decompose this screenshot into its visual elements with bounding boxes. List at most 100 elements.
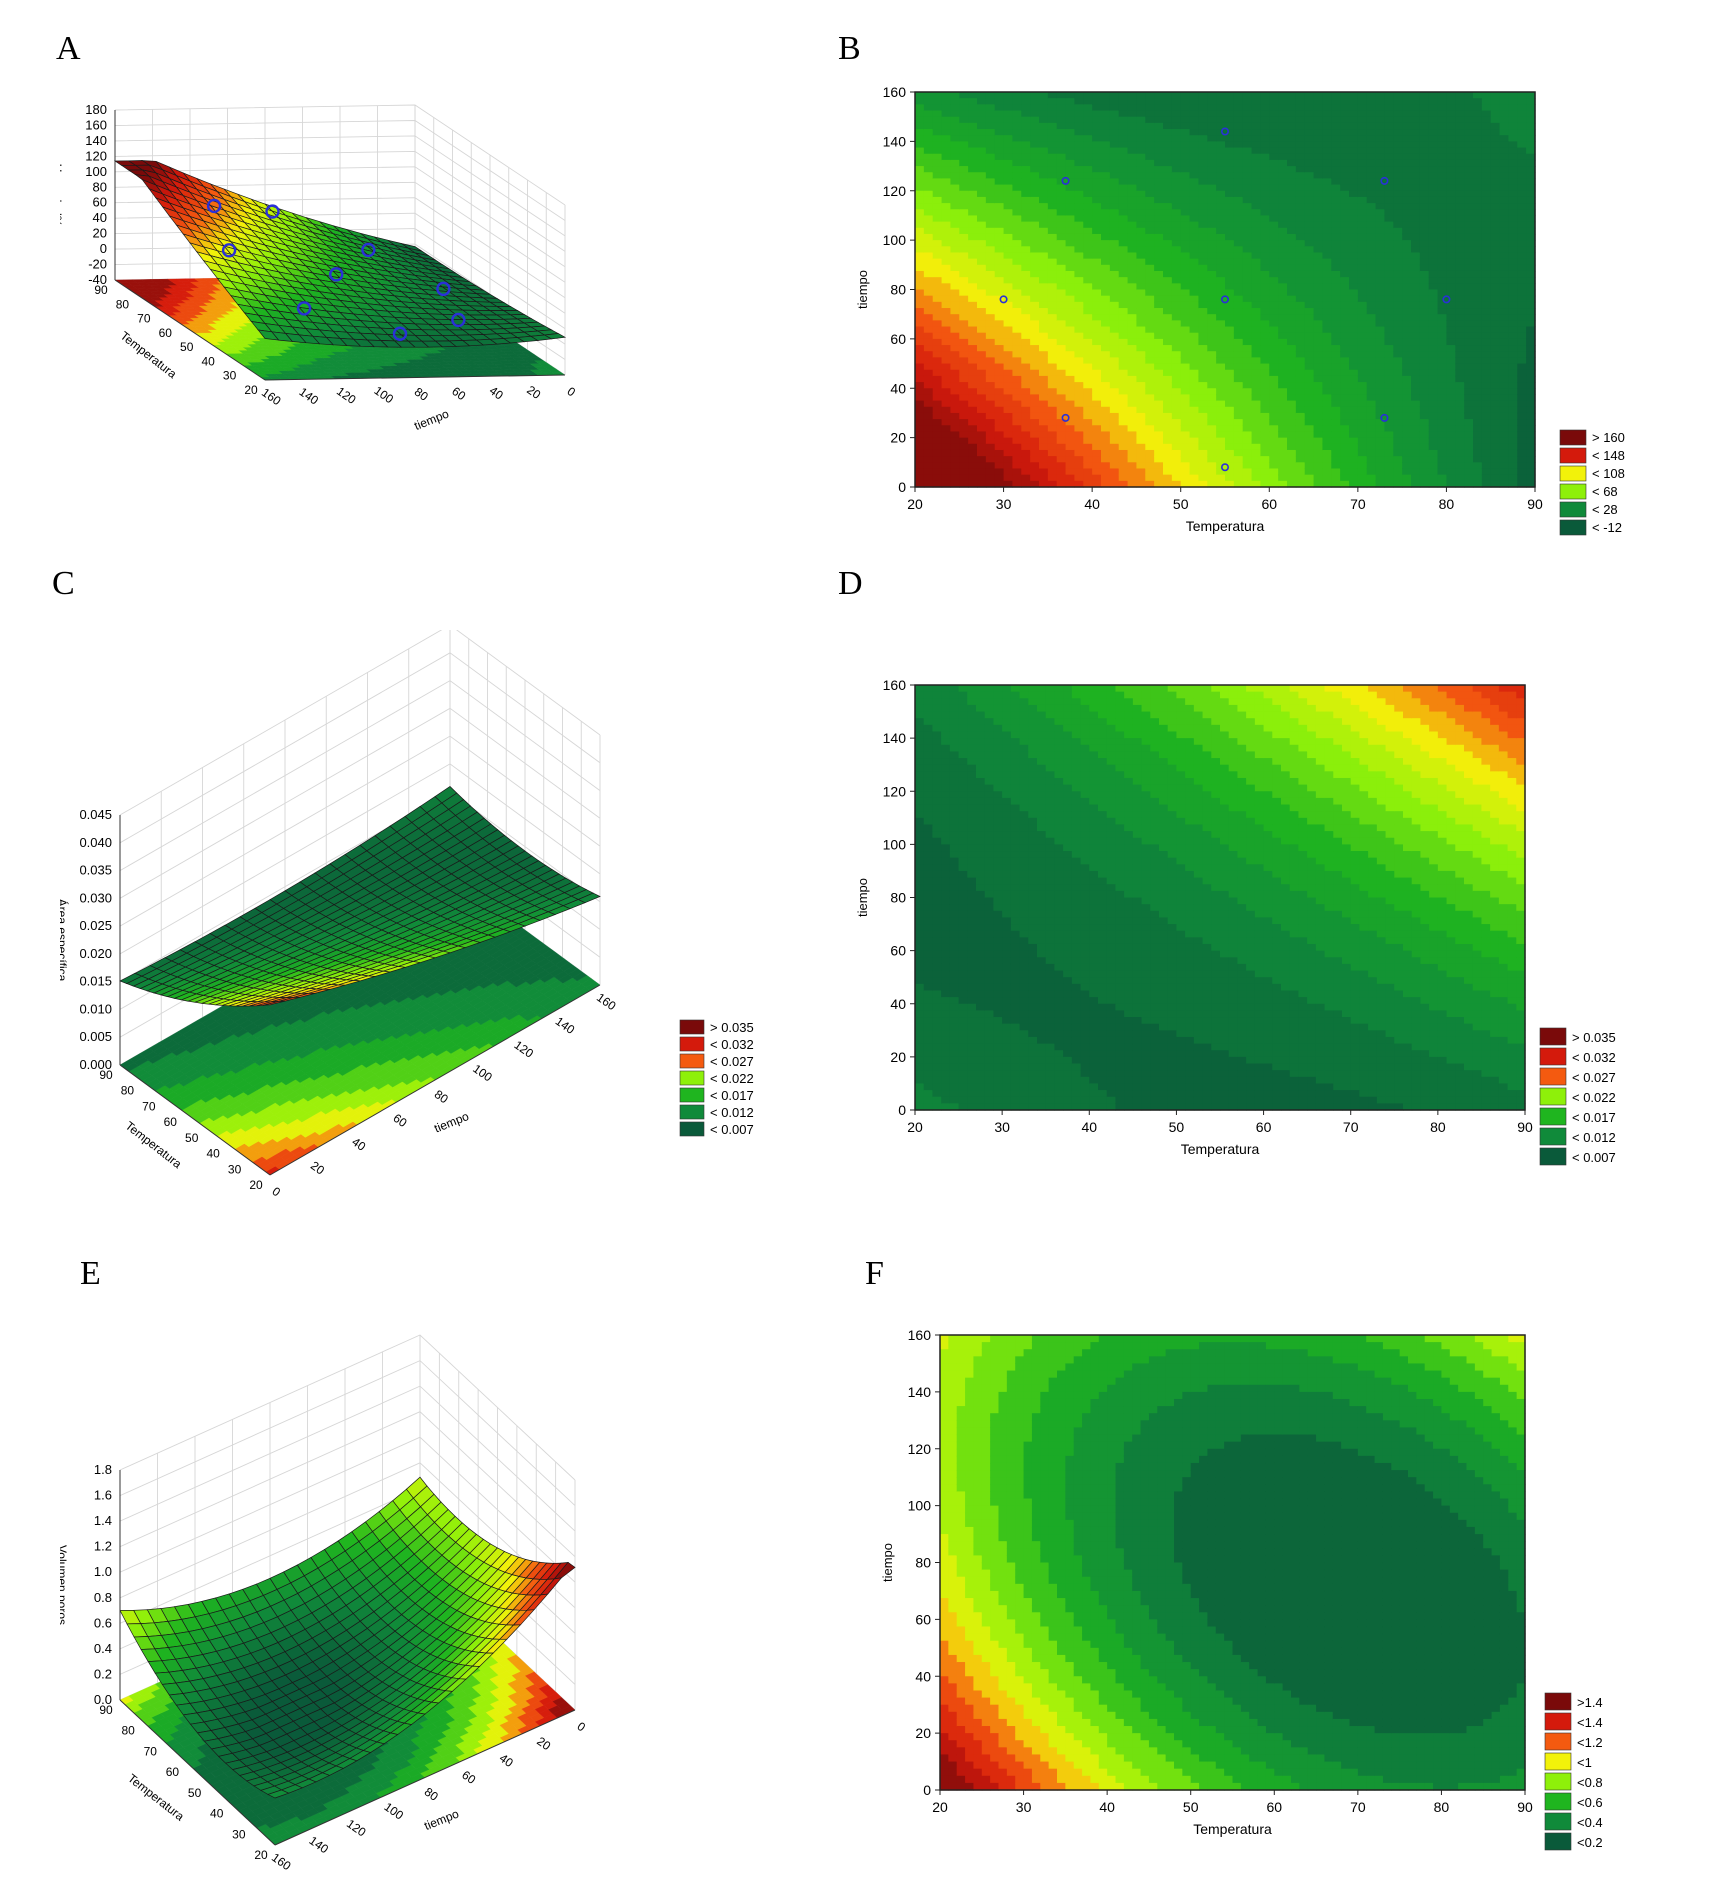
contour-cell <box>1189 92 1200 99</box>
contour-cell <box>1340 135 1350 142</box>
contour-cell <box>1021 412 1031 420</box>
contour-cell <box>1021 166 1031 173</box>
contour-cell <box>977 400 987 408</box>
contour-cell <box>1251 159 1262 167</box>
contour-cell <box>1216 394 1226 402</box>
contour-cell <box>1163 178 1173 186</box>
contour-cell <box>1322 456 1332 463</box>
contour-cell <box>1154 240 1164 247</box>
contour-cell <box>1357 270 1368 278</box>
contour-cell <box>1056 129 1067 136</box>
contour-cell <box>1189 301 1200 309</box>
contour-cell <box>1340 147 1350 155</box>
contour-cell <box>1101 215 1111 223</box>
contour-cell <box>1030 270 1040 278</box>
contour-cell <box>1109 351 1120 358</box>
contour-cell <box>950 196 960 204</box>
contour-cell <box>1118 301 1129 309</box>
contour-cell <box>994 129 1005 136</box>
contour-cell <box>1065 369 1076 377</box>
contour-cell <box>1012 326 1022 334</box>
contour-cell <box>1109 283 1120 291</box>
contour-cell <box>932 412 943 420</box>
contour-cell <box>1171 116 1182 124</box>
contour-cell <box>923 129 934 136</box>
contour-cell <box>923 252 934 260</box>
contour-cell <box>1225 159 1235 167</box>
contour-cell <box>1251 443 1262 451</box>
contour-cell <box>1145 462 1155 470</box>
contour-cell <box>1030 196 1040 204</box>
contour-cell <box>941 351 952 358</box>
contour-cell <box>994 122 1005 130</box>
contour-cell <box>959 135 969 142</box>
contour-cell <box>1225 425 1235 433</box>
contour-cell <box>1012 308 1022 315</box>
contour-cell <box>1118 320 1129 328</box>
contour-cell <box>950 443 960 451</box>
contour-cell <box>1357 388 1368 396</box>
contour-cell <box>1074 369 1084 377</box>
contour-cell <box>1171 443 1182 451</box>
contour-cell <box>1295 357 1306 365</box>
contour-cell <box>1180 135 1191 142</box>
contour-cell <box>1109 129 1120 136</box>
contour-cell <box>1012 412 1022 420</box>
contour-cell <box>950 332 960 340</box>
contour-cell <box>1313 258 1324 266</box>
contour-cell <box>1225 141 1235 149</box>
contour-cell <box>1304 388 1315 396</box>
contour-cell <box>959 141 969 149</box>
contour-cell <box>1269 375 1279 383</box>
contour-cell <box>1189 449 1200 457</box>
contour-cell <box>1207 437 1217 445</box>
contour-cell <box>1207 474 1217 482</box>
contour-cell <box>1145 468 1155 476</box>
contour-cell <box>1349 363 1359 371</box>
contour-cell <box>959 308 969 315</box>
contour-cell <box>1021 468 1031 476</box>
contour-cell <box>1065 196 1076 204</box>
contour-cell <box>1047 227 1058 235</box>
contour-cell <box>1269 184 1279 192</box>
contour-cell <box>968 116 978 124</box>
contour-cell <box>1030 375 1040 383</box>
contour-cell <box>959 215 969 223</box>
contour-cell <box>1092 345 1102 352</box>
contour-cell <box>1242 135 1253 142</box>
contour-cell <box>1313 203 1324 210</box>
contour-cell <box>1171 270 1182 278</box>
contour-cell <box>1154 412 1164 420</box>
contour-cell <box>950 135 960 142</box>
contour-cell <box>1331 215 1341 223</box>
contour-cell <box>1242 375 1253 383</box>
contour-cell <box>1056 425 1067 433</box>
contour-cell <box>1198 135 1208 142</box>
contour-cell <box>1039 431 1049 439</box>
contour-cell <box>1171 122 1182 130</box>
contour-cell <box>985 326 996 334</box>
contour-cell <box>985 406 996 414</box>
contour-cell <box>1189 425 1200 433</box>
contour-cell <box>1340 227 1350 235</box>
contour-cell <box>985 129 996 136</box>
contour-cell <box>941 314 952 321</box>
contour-cell <box>1163 184 1173 192</box>
contour-cell <box>1304 196 1315 204</box>
contour-cell <box>1189 283 1200 291</box>
contour-cell <box>977 425 987 433</box>
contour-cell <box>1145 437 1155 445</box>
contour-cell <box>985 270 996 278</box>
contour-cell <box>1198 338 1208 346</box>
contour-cell <box>1233 394 1244 402</box>
contour-cell <box>1074 375 1084 383</box>
contour-cell <box>1101 240 1111 247</box>
contour-cell <box>950 252 960 260</box>
contour-cell <box>1322 301 1332 309</box>
contour-cell <box>1225 129 1235 136</box>
contour-cell <box>1047 141 1058 149</box>
contour-cell <box>1269 474 1279 482</box>
contour-cell <box>1295 240 1306 247</box>
contour-cell <box>1304 92 1315 99</box>
contour-cell <box>1225 203 1235 210</box>
